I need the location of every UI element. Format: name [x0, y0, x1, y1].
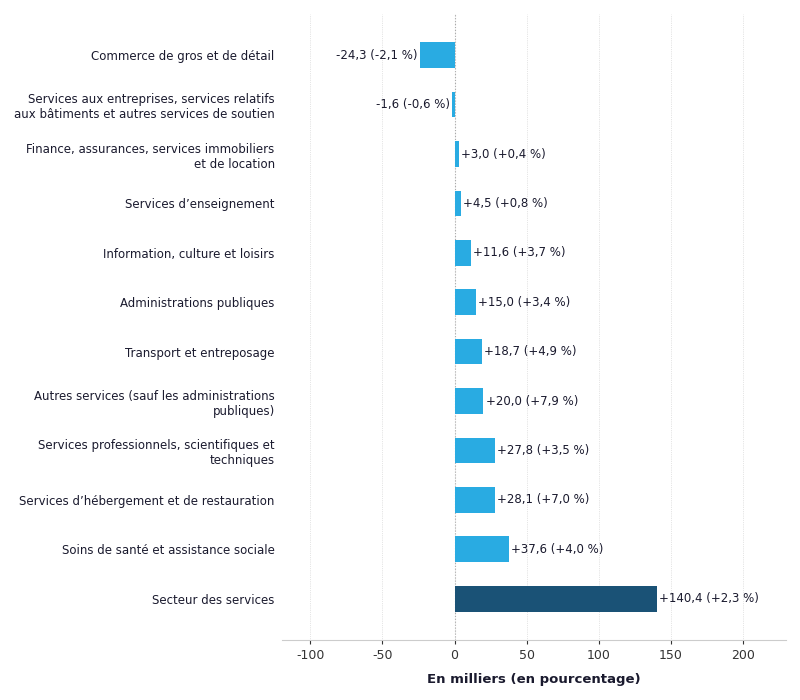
Bar	[454, 389, 483, 414]
Text: +3,0 (+0,4 %): +3,0 (+0,4 %)	[461, 148, 546, 160]
Bar	[452, 92, 454, 118]
Bar	[454, 339, 482, 365]
Text: +27,8 (+3,5 %): +27,8 (+3,5 %)	[497, 444, 589, 457]
Bar	[454, 438, 494, 463]
Text: -24,3 (-2,1 %): -24,3 (-2,1 %)	[336, 49, 418, 62]
Text: +4,5 (+0,8 %): +4,5 (+0,8 %)	[463, 197, 548, 210]
Text: +28,1 (+7,0 %): +28,1 (+7,0 %)	[498, 494, 590, 506]
Text: -1,6 (-0,6 %): -1,6 (-0,6 %)	[376, 98, 450, 111]
Bar	[454, 289, 476, 315]
Text: +140,4 (+2,3 %): +140,4 (+2,3 %)	[659, 592, 759, 606]
Bar	[454, 536, 509, 562]
Bar	[454, 240, 471, 266]
Text: +18,7 (+4,9 %): +18,7 (+4,9 %)	[484, 345, 576, 358]
Text: +11,6 (+3,7 %): +11,6 (+3,7 %)	[474, 246, 566, 259]
X-axis label: En milliers (en pourcentage): En milliers (en pourcentage)	[427, 673, 641, 686]
Bar	[454, 190, 461, 216]
Bar	[454, 487, 495, 512]
Bar	[454, 586, 657, 612]
Text: +15,0 (+3,4 %): +15,0 (+3,4 %)	[478, 295, 570, 309]
Bar	[454, 141, 459, 167]
Text: +37,6 (+4,0 %): +37,6 (+4,0 %)	[511, 542, 603, 556]
Bar	[419, 42, 454, 68]
Text: +20,0 (+7,9 %): +20,0 (+7,9 %)	[486, 395, 578, 407]
